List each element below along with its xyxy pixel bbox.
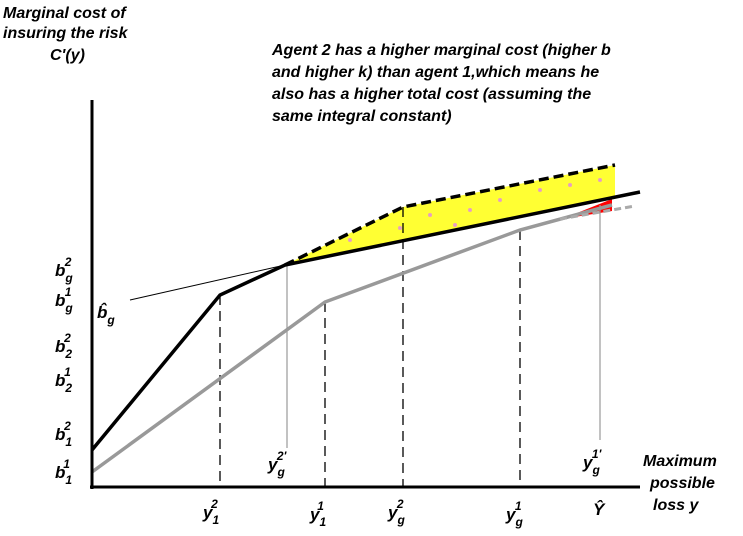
line: possible	[649, 475, 715, 492]
label-sub: 1	[65, 473, 72, 487]
label-sup: 2	[63, 419, 71, 433]
math-label: b1 1	[55, 457, 72, 487]
math-label: b̂g	[97, 302, 115, 327]
label-base: Ŷ	[593, 500, 606, 519]
label-base: y	[202, 503, 214, 522]
label-sub: g	[396, 513, 405, 527]
bg-hat-pointer	[129, 264, 286, 301]
line: loss y	[653, 497, 699, 514]
math-label: y1 1	[309, 499, 326, 529]
math-label: b2 2	[55, 331, 72, 361]
label-base: b	[55, 261, 65, 280]
math-label: bg 1	[55, 285, 73, 315]
label-sup: 1	[515, 499, 522, 513]
label-base: y	[267, 455, 279, 474]
label-sup: 2	[210, 497, 218, 511]
line: insuring the risk	[3, 25, 129, 42]
label-sub: g	[276, 465, 285, 479]
line: and higher k) than agent 1,which means h…	[272, 64, 599, 81]
label-sup: 1	[64, 365, 71, 379]
line: same integral constant)	[272, 108, 452, 125]
label-base: b	[55, 371, 65, 390]
label-base: y	[309, 505, 321, 524]
y-axis-title: Marginal cost of insuring the risk C'(y)	[3, 5, 129, 64]
line: Maximum	[643, 453, 717, 470]
label-sup: 1'	[592, 447, 603, 461]
label-base: b	[55, 463, 65, 482]
agent2-curve	[90, 190, 641, 452]
agent2-dashed	[284, 163, 616, 267]
label-base: y	[387, 503, 399, 522]
label-sub: 1	[319, 515, 326, 529]
math-label: yg 2'	[267, 449, 287, 479]
label-base: b̂	[97, 302, 107, 322]
label-sup: 2'	[276, 449, 288, 463]
label-base: y	[505, 505, 517, 524]
label-sub: 1	[212, 513, 219, 527]
math-label: b2 1	[55, 365, 72, 395]
label-base: b	[55, 291, 65, 310]
annotation: Agent 2 has a higher marginal cost (high…	[271, 42, 611, 125]
label-sub: g	[64, 301, 73, 315]
label-sub: 2	[64, 347, 72, 361]
line: C'(y)	[50, 47, 85, 64]
label-sup: 2	[396, 497, 404, 511]
math-label: yg 1	[505, 499, 523, 529]
agent1-dashed	[559, 204, 636, 221]
label-sup: 1	[65, 285, 72, 299]
label-sub: 1	[65, 435, 72, 449]
label-sub: g	[64, 271, 73, 285]
label-base: b	[55, 425, 65, 444]
label-sup: 2	[63, 331, 71, 345]
label-base: b	[55, 337, 65, 356]
math-label: b1 2	[55, 419, 72, 449]
math-label: yg 1'	[582, 447, 602, 477]
line: also has a higher total cost (assuming t…	[272, 86, 591, 103]
label-base: y	[582, 453, 594, 472]
line: Marginal cost of	[3, 5, 127, 22]
math-label: y1 2	[202, 497, 219, 527]
label-sub: 2	[64, 381, 72, 395]
label-sub: g	[591, 463, 600, 477]
higher-cost-area	[285, 165, 615, 265]
label-sub: g	[514, 515, 523, 529]
math-label: bg 2	[55, 255, 73, 285]
speckles	[348, 178, 602, 242]
label-sub: g	[106, 313, 115, 327]
label-sup: 2	[64, 255, 72, 269]
dashed-verticals	[219, 207, 521, 487]
math-label: yg 2	[387, 497, 405, 527]
math-label: Ŷ	[593, 500, 606, 519]
label-sup: 1	[317, 499, 324, 513]
line: Agent 2 has a higher marginal cost (high…	[271, 42, 611, 59]
x-axis-title: Maximum possible loss y	[643, 453, 717, 514]
label-sup: 1	[63, 457, 70, 471]
